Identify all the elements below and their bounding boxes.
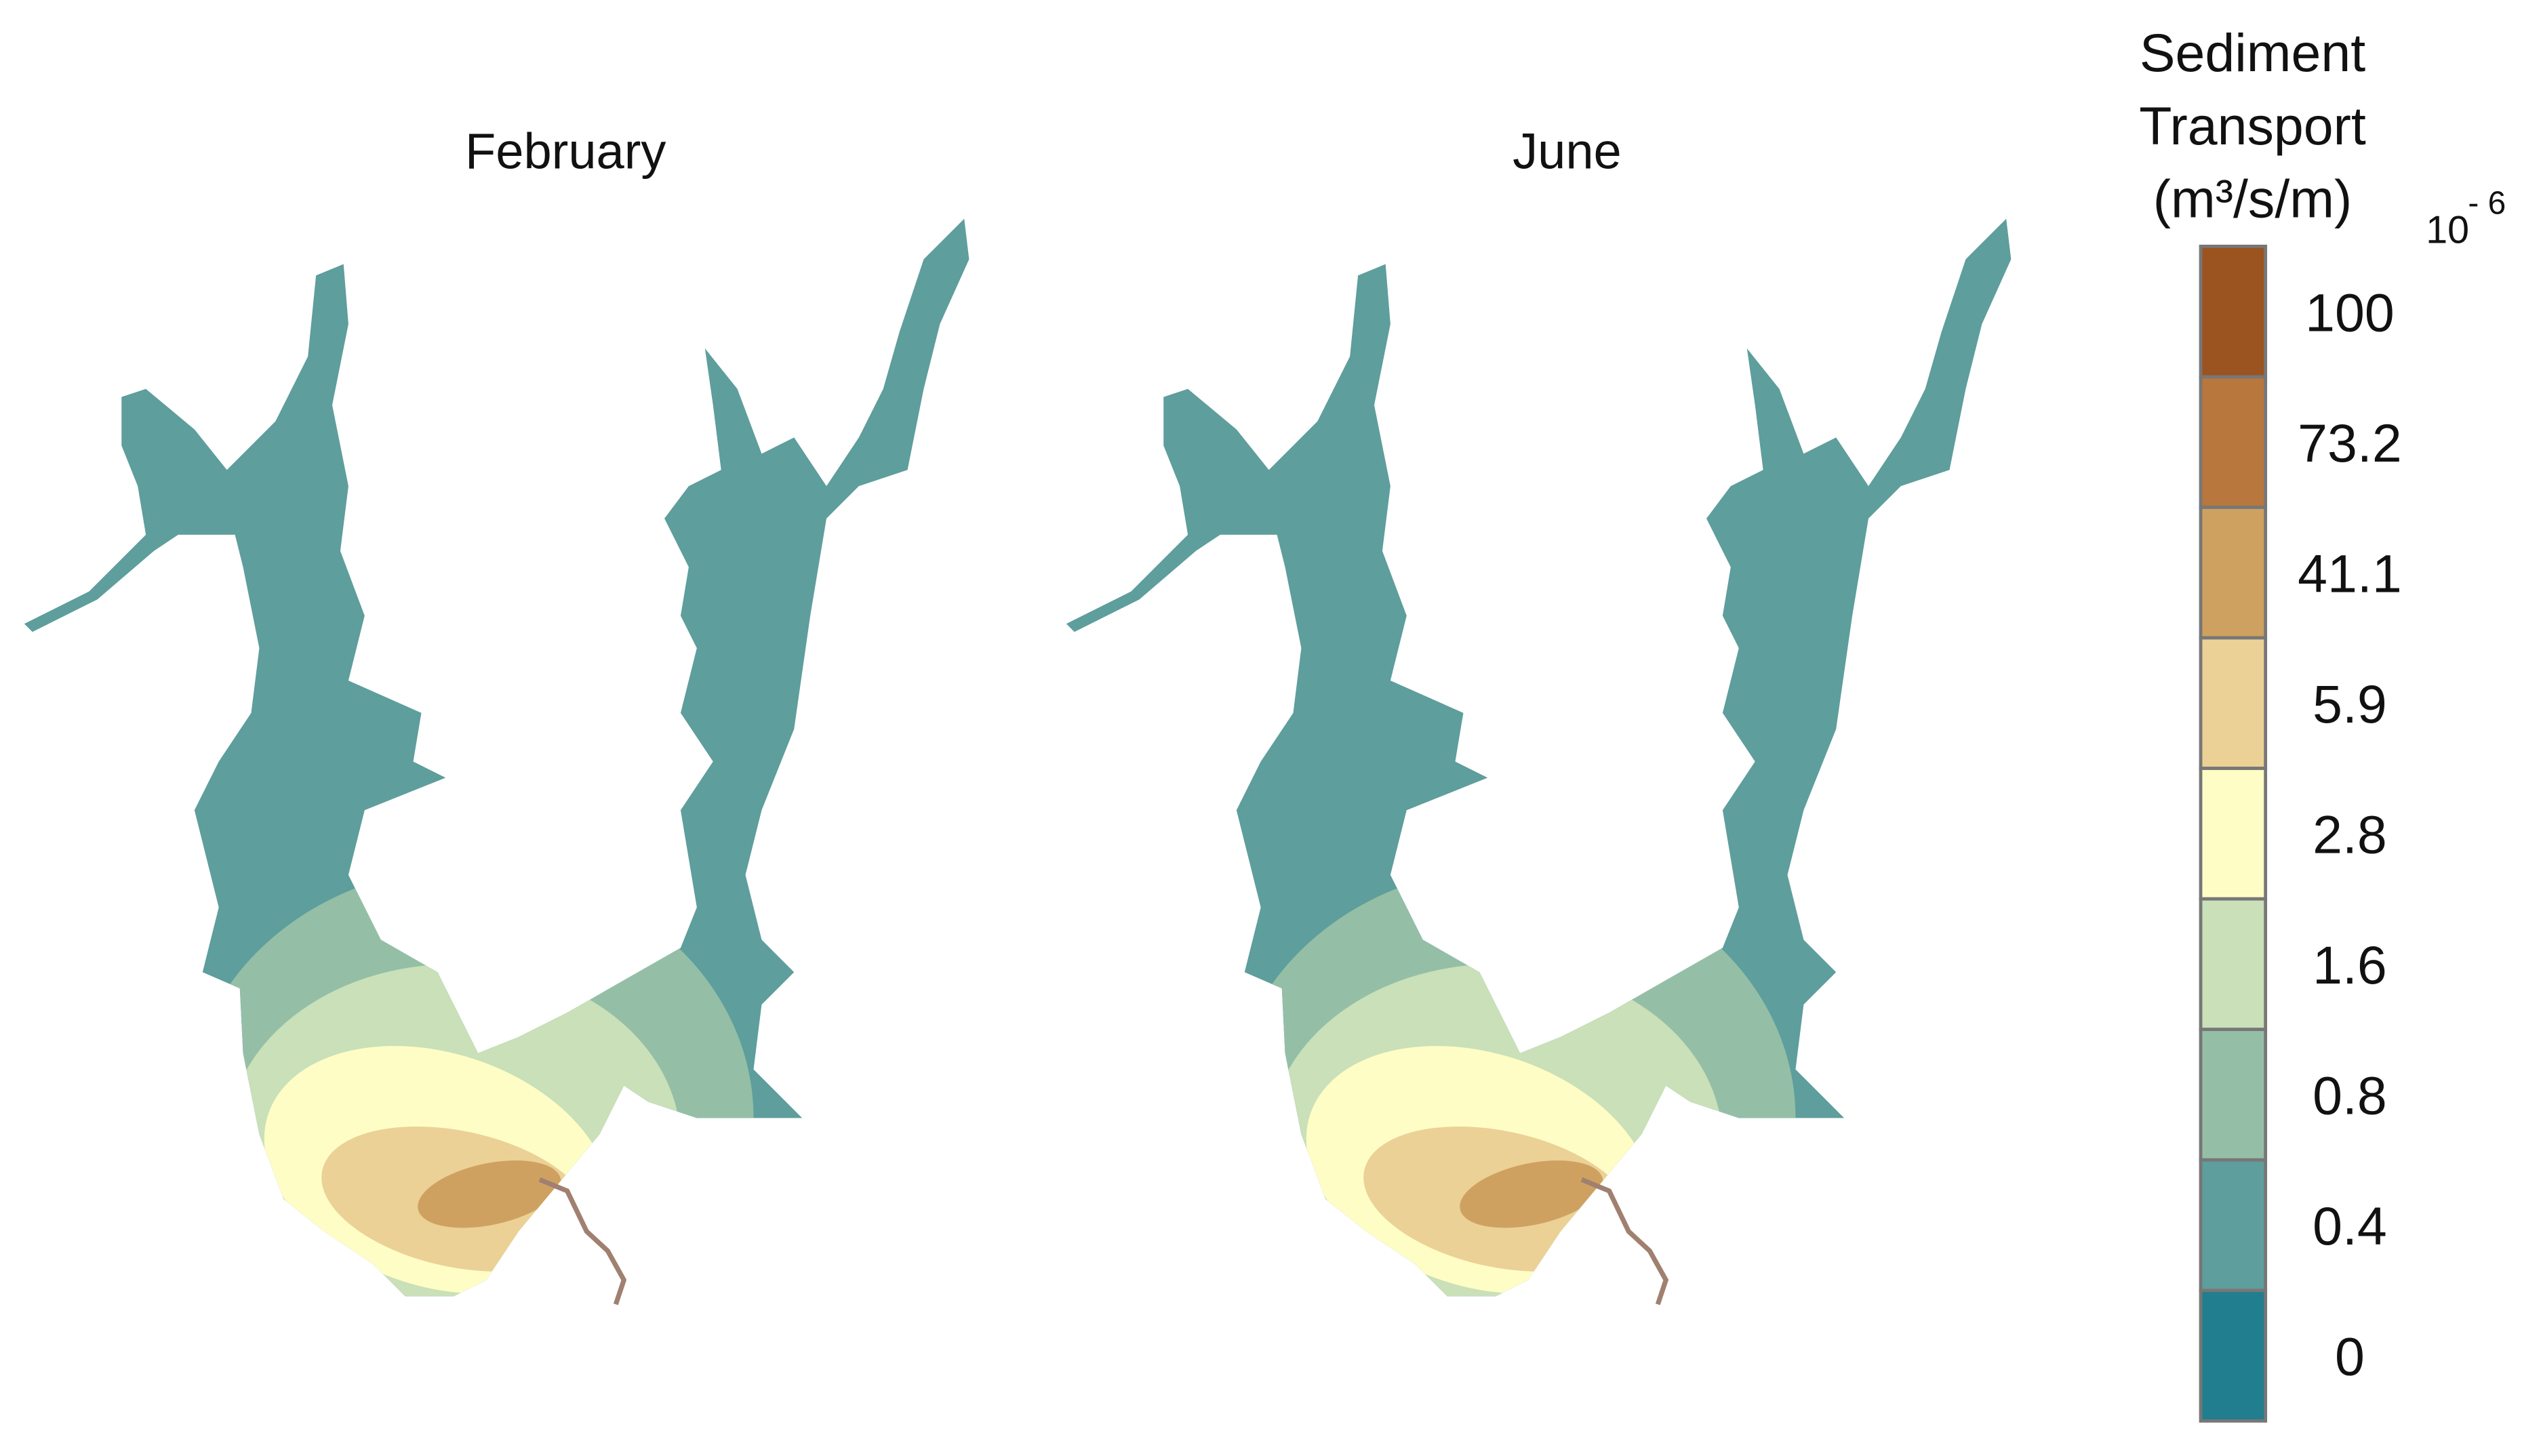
map-february: February [24,123,969,1369]
colorbar-label: 100 [2305,283,2395,342]
multiplier-base: 10 [2426,209,2469,252]
colorbar-label: 41.1 [2298,544,2402,603]
colorbar-band [2199,897,2268,1032]
colorbar-band [2199,636,2268,770]
colorbar-band [2199,1289,2268,1423]
map-title: June [1513,123,1622,180]
colorbar-label: 2.8 [2313,805,2387,865]
colorbar-label: 0.8 [2313,1066,2387,1126]
colorbar-label: 0.4 [2313,1196,2387,1256]
colorbar-label: 5.9 [2313,674,2387,734]
legend-title: Transport [2139,96,2366,156]
colorbar-label: 73.2 [2298,413,2402,473]
colorbar-band [2199,506,2268,640]
colorbar-band [2199,767,2268,901]
colorbar-band [2199,244,2268,379]
multiplier-exponent: - 6 [2468,186,2506,222]
map-title: February [465,123,666,180]
colorbar-label: 0 [2335,1327,2365,1387]
colorbar: Sediment Transport (m³/s/m) 10 - 6 100 73… [2139,23,2506,1423]
map-june: June [1066,123,2012,1369]
colorbar-band [2199,1028,2268,1162]
colorbar-band [2199,375,2268,509]
legend-title: (m³/s/m) [2153,169,2352,228]
legend-title: Sediment [2140,23,2365,83]
colorbar-label: 1.6 [2313,935,2387,995]
colorbar-band [2199,1158,2268,1293]
